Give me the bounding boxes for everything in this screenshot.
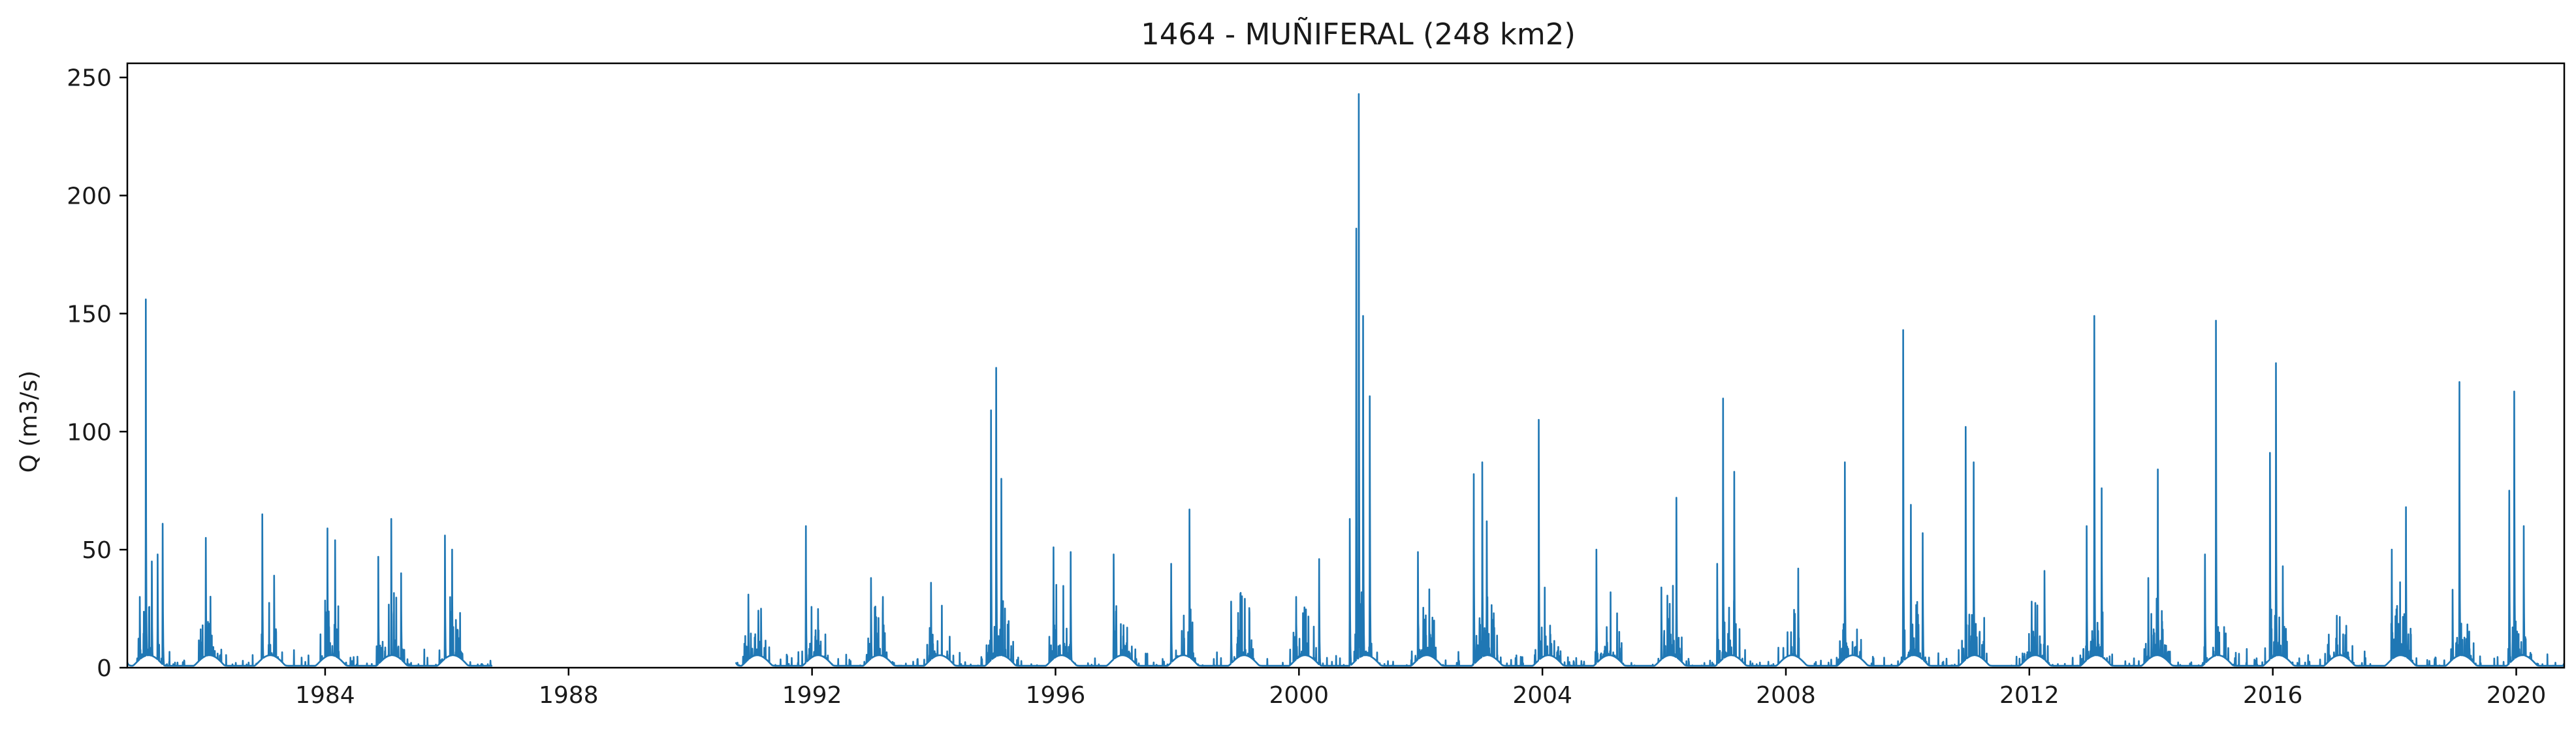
x-tick-label: 2008 <box>1756 682 1816 709</box>
plot-frame <box>126 62 2566 669</box>
x-tick-label: 2020 <box>2487 682 2547 709</box>
y-tick-label: 0 <box>97 655 112 682</box>
x-tick-label: 2000 <box>1269 682 1329 709</box>
discharge-series-segment-1 <box>126 298 493 667</box>
discharge-series-segment-2 <box>735 93 2565 667</box>
chart-title: 1464 - MUÑIFERAL (248 km2) <box>1141 17 1576 52</box>
y-tick-label: 50 <box>82 537 112 564</box>
y-axis-label: Q (m3/s) <box>16 371 42 473</box>
y-tick-label: 150 <box>67 301 112 328</box>
x-tick-label: 1996 <box>1026 682 1086 709</box>
y-tick-label: 100 <box>67 419 112 446</box>
x-tick-label: 2016 <box>2243 682 2303 709</box>
x-tick-label: 2004 <box>1512 682 1572 709</box>
ticks-layer: 1984 1988 1992 1996 2000 2004 2008 2012 2016 2020… <box>67 65 2546 709</box>
x-tick-label: 1992 <box>782 682 842 709</box>
y-tick-label: 200 <box>67 183 112 210</box>
series-layer <box>126 93 2565 667</box>
x-tick-label: 2012 <box>1999 682 2059 709</box>
y-tick-label: 250 <box>67 65 112 92</box>
x-tick-label: 1988 <box>539 682 599 709</box>
x-tick-label: 1984 <box>295 682 355 709</box>
